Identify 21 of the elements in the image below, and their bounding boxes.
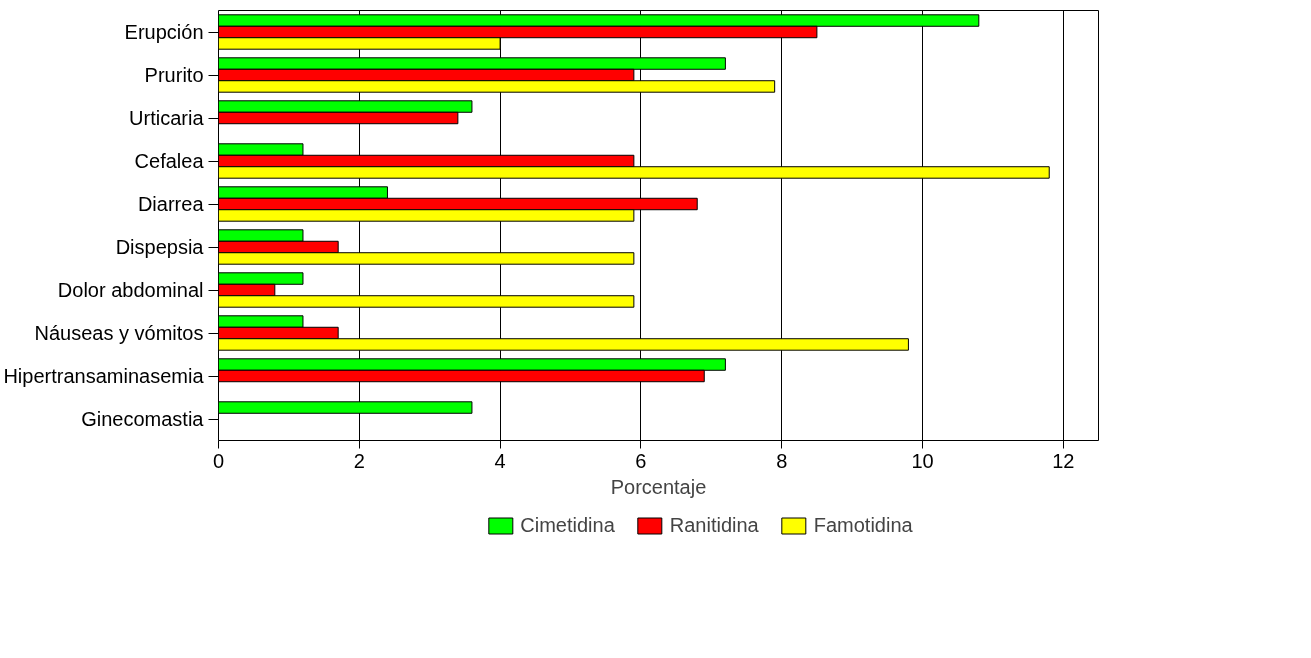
x-tick-label: 12 [1052, 449, 1075, 472]
y-tick-label: Hipertransaminasemia [3, 365, 205, 387]
y-tick-label: Urticaria [129, 107, 205, 129]
y-tick-label: Náuseas y vómitos [34, 322, 204, 344]
y-tick-label: Dolor abdominal [57, 279, 204, 301]
y-tick-label: Prurito [144, 64, 204, 86]
x-tick-label: 2 [353, 449, 365, 472]
x-tick-label: 6 [635, 449, 647, 472]
x-axis-title: Porcentaje [610, 475, 707, 498]
y-tick-label: Ginecomastia [81, 408, 205, 430]
legend-label: Famotidina [813, 513, 913, 537]
legend-label: Ranitidina [669, 513, 759, 537]
legend-label: Cimetidina [520, 513, 615, 537]
y-tick-label: Diarrea [137, 193, 205, 215]
x-tick-label: 8 [776, 449, 788, 472]
x-tick-label: 4 [494, 449, 506, 472]
x-tick-label: 0 [212, 449, 225, 472]
y-tick-label: Dispepsia [115, 236, 205, 258]
y-tick-label: Cefalea [134, 150, 205, 172]
y-tick-label: Erupción [124, 21, 204, 43]
x-tick-label: 10 [911, 449, 934, 472]
